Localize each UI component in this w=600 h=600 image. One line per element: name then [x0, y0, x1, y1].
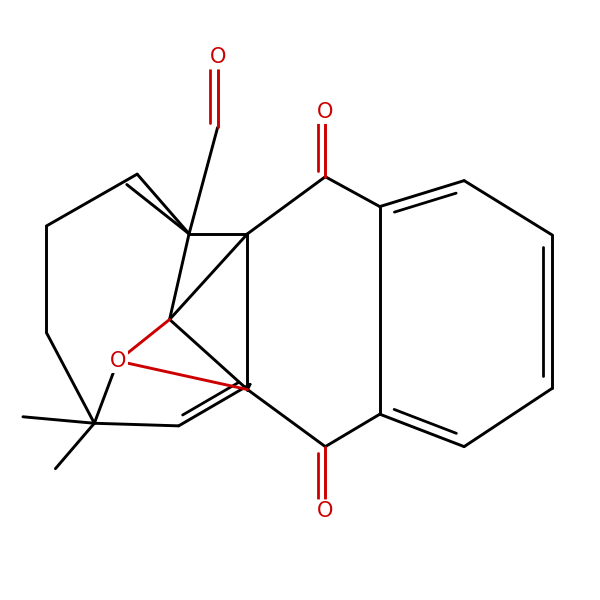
Text: O: O — [317, 102, 334, 122]
Text: O: O — [209, 47, 226, 67]
Text: O: O — [110, 351, 126, 371]
Text: O: O — [317, 502, 334, 521]
